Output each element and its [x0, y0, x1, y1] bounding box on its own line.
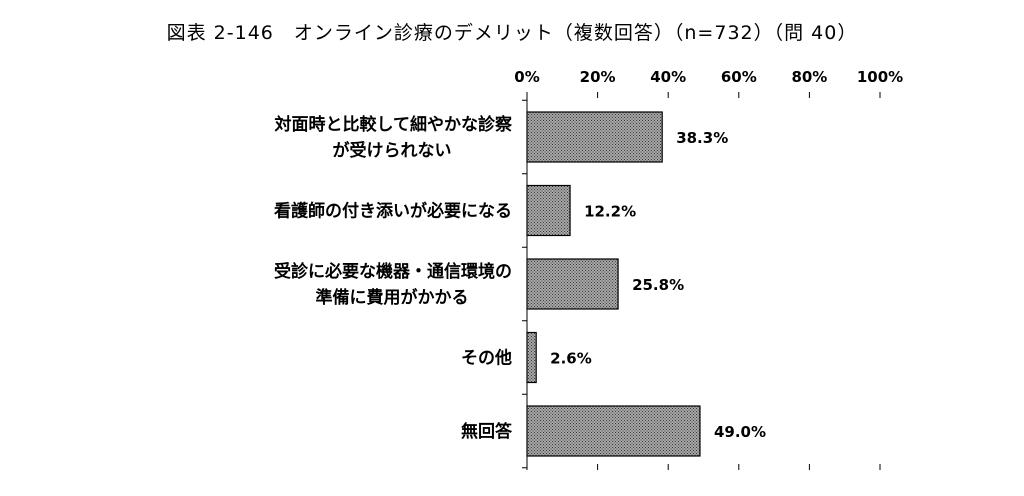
x-axis: 0% 20% 40% 60% 80% 100%	[514, 68, 903, 470]
data-label: 25.8%	[632, 276, 684, 294]
bar	[526, 111, 663, 163]
data-label: 2.6%	[550, 350, 592, 368]
data-label: 49.0%	[714, 423, 766, 441]
x-tick-label: 40%	[650, 68, 686, 86]
bar	[526, 184, 571, 237]
category-label: 受診に必要な機器・通信環境の	[274, 261, 512, 282]
x-tick-label: 100%	[857, 68, 903, 86]
category-label: が受けられない	[333, 140, 452, 161]
chart-title: 図表 2-146 オンライン診療のデメリット（複数回答）（n=732）（問 40…	[166, 22, 858, 44]
category-label: 看護師の付き添いが必要になる	[273, 201, 512, 222]
category-label: 準備に費用がかかる	[316, 287, 469, 308]
x-tick-label: 80%	[791, 68, 827, 86]
data-label: 12.2%	[584, 203, 636, 221]
data-label: 38.3%	[676, 129, 728, 147]
bar	[526, 331, 537, 384]
bars: 38.3% 12.2% 25.8% 2.6% 49.0%	[526, 111, 766, 457]
x-tick-label: 60%	[721, 68, 757, 86]
bar	[526, 258, 619, 310]
x-tick-label: 20%	[580, 68, 616, 86]
x-tick-label: 0%	[514, 68, 539, 86]
category-label: その他	[461, 348, 512, 369]
bar	[526, 405, 701, 457]
category-labels: 対面時と比較して細やかな診察が受けられない看護師の付き添いが必要になる受診に必要…	[273, 114, 513, 442]
category-label: 無回答	[461, 421, 513, 442]
category-label: 対面時と比較して細やかな診察	[274, 114, 513, 135]
